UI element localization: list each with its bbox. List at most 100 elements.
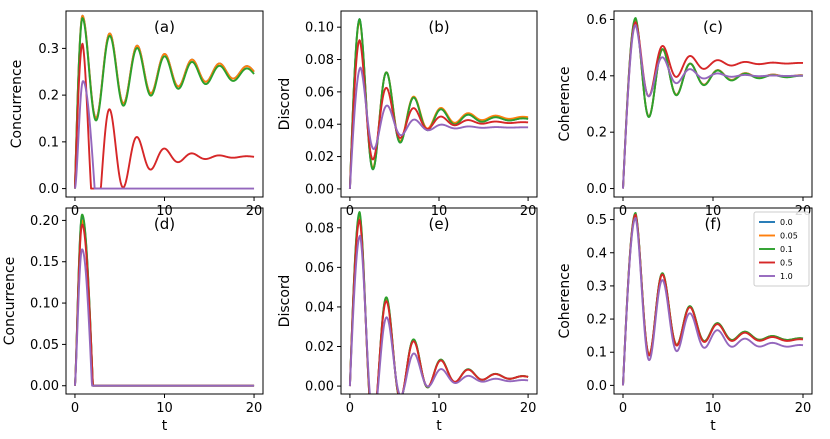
panel-tag: (a) (154, 18, 175, 36)
y-tick-label: 0.4 (586, 246, 607, 261)
y-axis-label: Concurrence (2, 257, 18, 346)
y-axis-label: Discord (277, 78, 293, 131)
panel-tag: (c) (703, 18, 723, 36)
y-tick-label: 0.06 (305, 85, 334, 100)
panel-tag: (f) (705, 215, 722, 233)
series-group (74, 14, 255, 190)
y-tick-label: 0.10 (30, 297, 59, 312)
x-tick-label: 0 (619, 401, 627, 416)
series-line-0.0 (348, 18, 529, 189)
x-tick-label: 10 (156, 401, 173, 416)
axes-frame (340, 10, 538, 198)
series-line-0.5 (348, 218, 529, 394)
y-tick-label: 0.04 (305, 300, 334, 315)
y-tick-label: 0.1 (38, 135, 59, 150)
x-tick-label: 20 (246, 204, 263, 219)
axes-frame (65, 10, 264, 198)
y-tick-label: 0.5 (586, 213, 607, 228)
x-tick-label: 20 (795, 401, 812, 416)
series-line-1.0 (622, 216, 804, 386)
series-line-0.05 (622, 18, 804, 189)
y-tick-label: 0.00 (305, 182, 334, 197)
axes-frame (65, 207, 264, 395)
legend-box (753, 211, 810, 287)
y-tick-label: 0.1 (586, 346, 607, 361)
x-tick-label: 0 (71, 204, 79, 219)
panel-tag: (d) (154, 215, 175, 233)
y-axis-label: Coherence (557, 263, 573, 338)
x-tick-label: 20 (246, 401, 263, 416)
y-tick-label: 0.05 (30, 338, 59, 353)
y-axis-label: Coherence (557, 66, 573, 141)
y-tick-label: 0.06 (305, 261, 334, 276)
y-tick-label: 0.02 (305, 340, 334, 355)
y-tick-label: 0.02 (305, 150, 334, 165)
series-line-0.5 (74, 223, 255, 387)
series-group (74, 213, 255, 387)
series-line-0.1 (74, 213, 255, 387)
y-tick-label: 0.08 (305, 221, 334, 236)
axes-frame (613, 10, 813, 198)
series-line-1.0 (74, 248, 255, 387)
axes-frame (340, 207, 538, 395)
y-tick-label: 0.0 (38, 182, 59, 197)
y-tick-label: 0.3 (586, 279, 607, 294)
series-group (348, 211, 529, 394)
legend-entry: 0.1 (780, 245, 793, 254)
panel-tag: (b) (428, 18, 449, 36)
x-tick-label: 10 (705, 401, 722, 416)
y-tick-label: 0.2 (586, 313, 607, 328)
series-line-0.0 (74, 215, 255, 387)
series-line-0.1 (622, 17, 804, 189)
x-tick-label: 0 (346, 401, 354, 416)
legend-entry: 1.0 (780, 272, 793, 281)
panel-e: 0 10 20 0.00 0.02 0.04 0.06 0.08 Discord t (e) (277, 207, 538, 434)
x-tick-label: 10 (431, 401, 448, 416)
legend: 0.0 0.05 0.1 0.5 1.0 (753, 211, 810, 287)
y-tick-label: 0.20 (30, 214, 59, 229)
x-tick-label: 20 (520, 204, 537, 219)
y-tick-label: 0.00 (30, 379, 59, 394)
x-tick-label: 0 (346, 204, 354, 219)
legend-entry: 0.05 (780, 232, 798, 241)
series-line-0.1 (74, 17, 255, 189)
y-tick-label: 0.2 (38, 89, 59, 104)
series-line-0.05 (74, 219, 255, 387)
series-line-1.0 (348, 66, 529, 189)
legend-entry: 0.0 (780, 218, 793, 227)
y-tick-label: 0.04 (305, 118, 334, 133)
y-tick-label: 0.2 (586, 126, 607, 141)
series-line-1.0 (74, 80, 255, 190)
series-line-1.0 (622, 24, 804, 189)
series-line-0.5 (622, 21, 804, 189)
y-tick-label: 0.00 (305, 380, 334, 395)
y-tick-label: 0.0 (586, 182, 607, 197)
series-line-0.5 (74, 42, 255, 190)
x-tick-label: 0 (619, 204, 627, 219)
y-axis-label: Concurrence (9, 60, 25, 149)
series-group (348, 18, 529, 189)
x-axis-label: t (710, 418, 716, 434)
y-tick-label: 0.6 (586, 13, 607, 28)
series-line-0.1 (348, 18, 529, 189)
series-group (622, 17, 804, 189)
x-tick-label: 20 (520, 401, 537, 416)
panel-d: 0 10 20 0.00 0.05 0.10 0.15 0.20 Concurrence t (d) (2, 207, 264, 434)
x-tick-label: 0 (71, 401, 79, 416)
y-tick-label: 0.10 (305, 21, 334, 36)
y-tick-label: 0.0 (586, 379, 607, 394)
y-tick-label: 0.08 (305, 53, 334, 68)
x-axis-label: t (436, 418, 442, 434)
panel-tag: (e) (429, 215, 450, 233)
x-axis-label: t (162, 418, 168, 434)
series-line-0.05 (348, 19, 529, 189)
series-group (622, 212, 804, 386)
series-line-0.0 (622, 18, 804, 189)
series-line-0.5 (348, 39, 529, 189)
legend-entry: 0.5 (780, 259, 793, 268)
y-tick-label: 0.4 (586, 69, 607, 84)
